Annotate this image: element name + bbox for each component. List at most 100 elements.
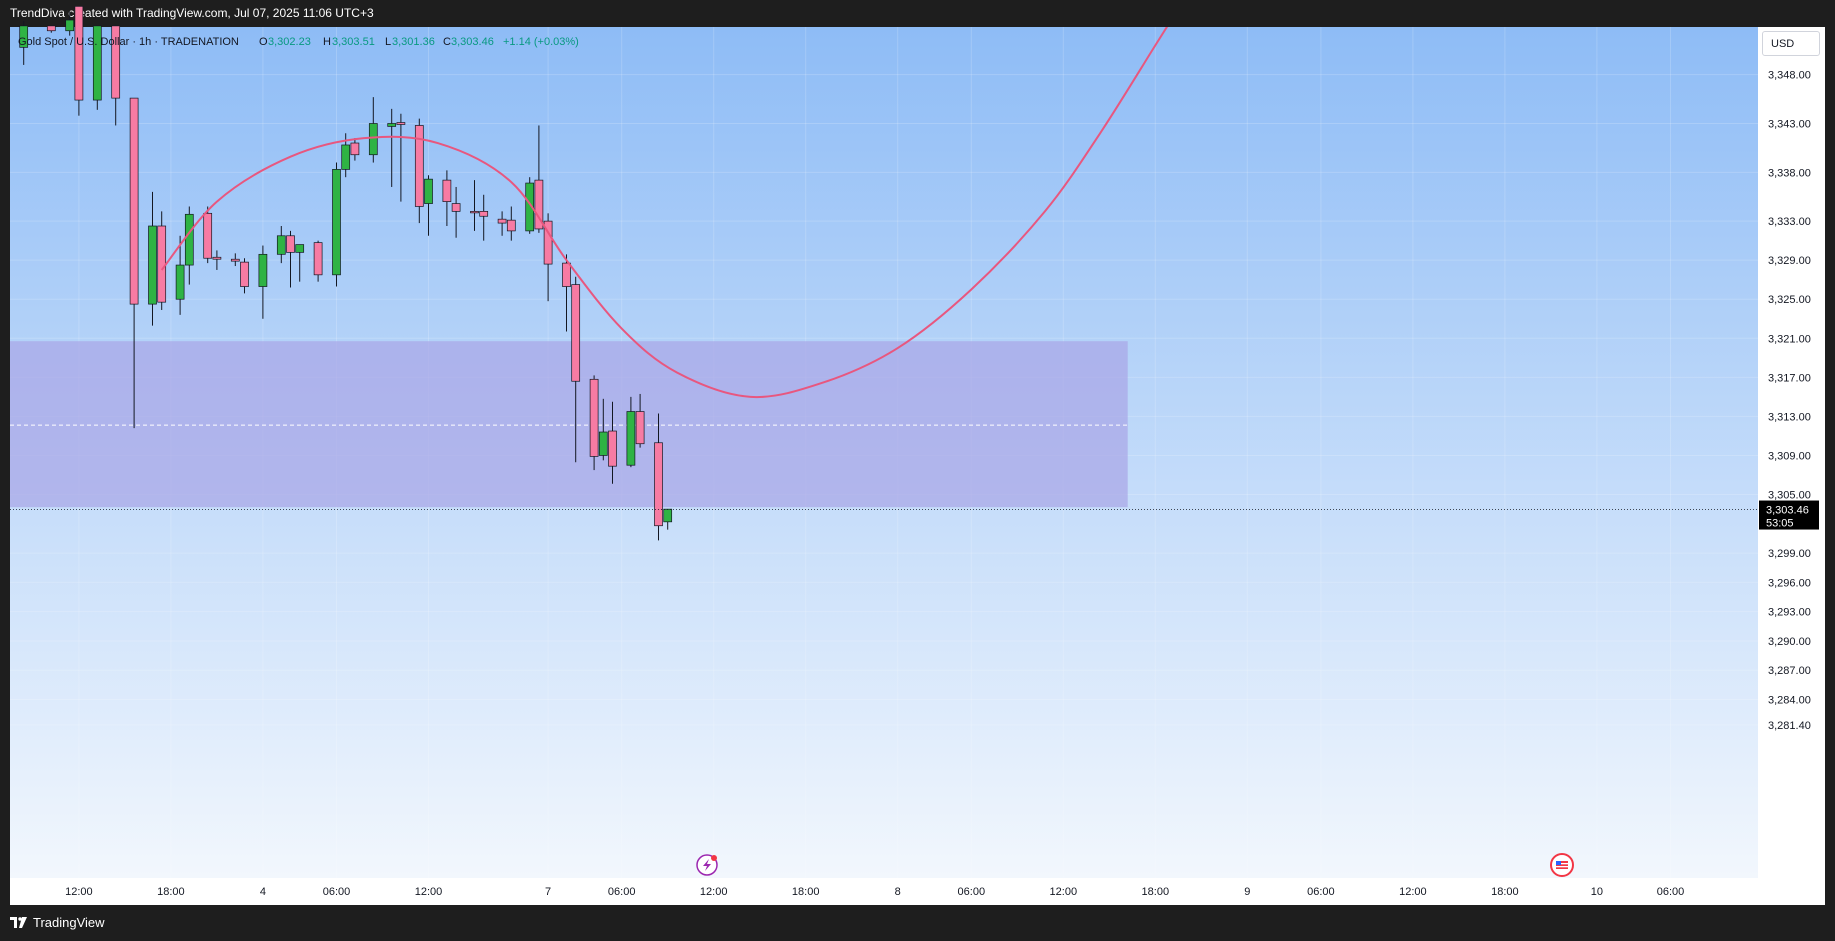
time-tick-label: 18:00 — [1491, 886, 1519, 898]
candle-down — [470, 180, 479, 231]
candle-down — [635, 393, 645, 448]
grid-lines — [10, 27, 1758, 878]
candle-body — [65, 19, 75, 32]
candle-up — [184, 206, 194, 285]
price-tick-label: 3,317.00 — [1768, 372, 1811, 384]
price-tick-label: 3,305.00 — [1768, 490, 1811, 502]
time-tick-label: 12:00 — [700, 886, 728, 898]
time-tick-label: 06:00 — [1307, 886, 1335, 898]
price-tick-label: 3,287.00 — [1768, 665, 1811, 677]
tradingview-logo-icon — [10, 916, 27, 928]
legend-open-label: O — [259, 36, 268, 48]
candle-body — [276, 235, 286, 255]
price-tick-label: 3,313.00 — [1768, 411, 1811, 423]
projection-curve — [160, 27, 1169, 399]
candle-down — [111, 25, 121, 126]
time-tick-label: 18:00 — [157, 886, 185, 898]
candle-body — [654, 442, 663, 527]
legend-low-value: 3,301.36 — [392, 36, 435, 48]
candle-down — [396, 113, 406, 202]
candle-body — [571, 284, 581, 382]
candle-body — [74, 5, 84, 101]
time-tick-label: 06:00 — [608, 886, 636, 898]
candle-up — [424, 175, 433, 236]
candle-body — [442, 179, 452, 202]
time-tick-label: 06:00 — [1657, 886, 1685, 898]
candle-body — [341, 144, 351, 170]
candle-body — [350, 142, 360, 156]
zone-rectangle — [10, 341, 1128, 508]
candle-body — [46, 25, 56, 32]
candle-body — [663, 508, 673, 523]
price-chart[interactable]: 3,348.00 3,343.00 3,338.00 3,333.00 3,329.00… — [0, 0, 1835, 905]
candle-body — [332, 169, 341, 276]
candle-up — [148, 191, 157, 326]
candle-body — [525, 182, 535, 232]
candle-body — [258, 253, 268, 287]
candle-down — [313, 240, 323, 282]
candle-down — [589, 375, 599, 471]
price-tick-label: 3,333.00 — [1768, 216, 1811, 228]
candle-down — [240, 258, 249, 294]
time-tick-label: 10 — [1591, 886, 1603, 898]
candle-body — [589, 378, 599, 457]
candle-body — [203, 212, 213, 259]
time-tick-label: 8 — [895, 886, 901, 898]
candle-down — [230, 253, 240, 267]
legend-close-label: C — [443, 36, 451, 48]
candle-down — [203, 206, 213, 264]
candle-body — [148, 225, 157, 305]
time-axis: 12:00 18:00 4 06:00 12:00 7 06:00 12:00 18:00 8 06… — [65, 886, 1684, 898]
currency-button[interactable]: USD — [1762, 31, 1820, 56]
candle-body — [470, 211, 479, 214]
candle-body — [396, 122, 406, 125]
time-tick-label: 06:00 — [323, 886, 351, 898]
time-tick-label: 12:00 — [415, 886, 443, 898]
price-tick-label: 3,290.00 — [1768, 636, 1811, 648]
price-axis: 3,348.00 3,343.00 3,338.00 3,333.00 3,329.00… — [1768, 70, 1811, 732]
candle-down — [479, 194, 489, 241]
time-tick-label: 12:00 — [1050, 886, 1078, 898]
candle-down — [608, 401, 617, 484]
candle-down — [562, 254, 571, 332]
time-tick-label: 18:00 — [792, 886, 820, 898]
candle-up — [92, 25, 102, 110]
time-axis-background[interactable] — [10, 878, 1825, 905]
tradingview-branding[interactable]: TradingView — [10, 915, 105, 930]
legend-low-label: L — [385, 36, 391, 48]
candle-down — [414, 118, 424, 224]
candle-down — [506, 206, 516, 241]
price-tick-label: 3,296.00 — [1768, 577, 1811, 589]
candle-body — [451, 203, 461, 212]
candle-body — [212, 256, 222, 260]
price-tick-label: 3,343.00 — [1768, 119, 1811, 131]
us-flag-icon[interactable] — [1550, 853, 1574, 877]
lightning-bolt-icon[interactable] — [696, 854, 718, 876]
candle-body — [562, 262, 571, 287]
price-tick-label: 3,284.00 — [1768, 695, 1811, 707]
time-tick-label: 7 — [545, 886, 551, 898]
legend-open-value: 3,302.23 — [268, 36, 311, 48]
price-tick-label: 3,329.00 — [1768, 255, 1811, 267]
candle-body — [424, 178, 433, 204]
price-tick-label: 3,325.00 — [1768, 294, 1811, 306]
candle-body — [387, 123, 397, 127]
time-tick-label: 9 — [1244, 886, 1250, 898]
time-tick-label: 4 — [260, 886, 266, 898]
price-axis-background[interactable] — [1758, 27, 1825, 878]
candle-body — [19, 25, 29, 48]
candle-body — [240, 261, 249, 287]
bar-countdown: 53:05 — [1766, 518, 1794, 530]
time-tick-label: 06:00 — [958, 886, 986, 898]
time-tick-label: 12:00 — [65, 886, 93, 898]
candle-down — [571, 276, 581, 463]
legend-high-label: H — [323, 36, 331, 48]
candle-up — [332, 162, 341, 287]
candle-body — [157, 225, 167, 303]
price-tick-label: 3,338.00 — [1768, 167, 1811, 179]
author-credit: TrendDiva created with TradingView.com, … — [10, 6, 374, 20]
candle-down — [497, 211, 507, 236]
candle-down — [534, 125, 544, 233]
candle-down — [46, 25, 56, 33]
candle-body — [608, 430, 617, 467]
